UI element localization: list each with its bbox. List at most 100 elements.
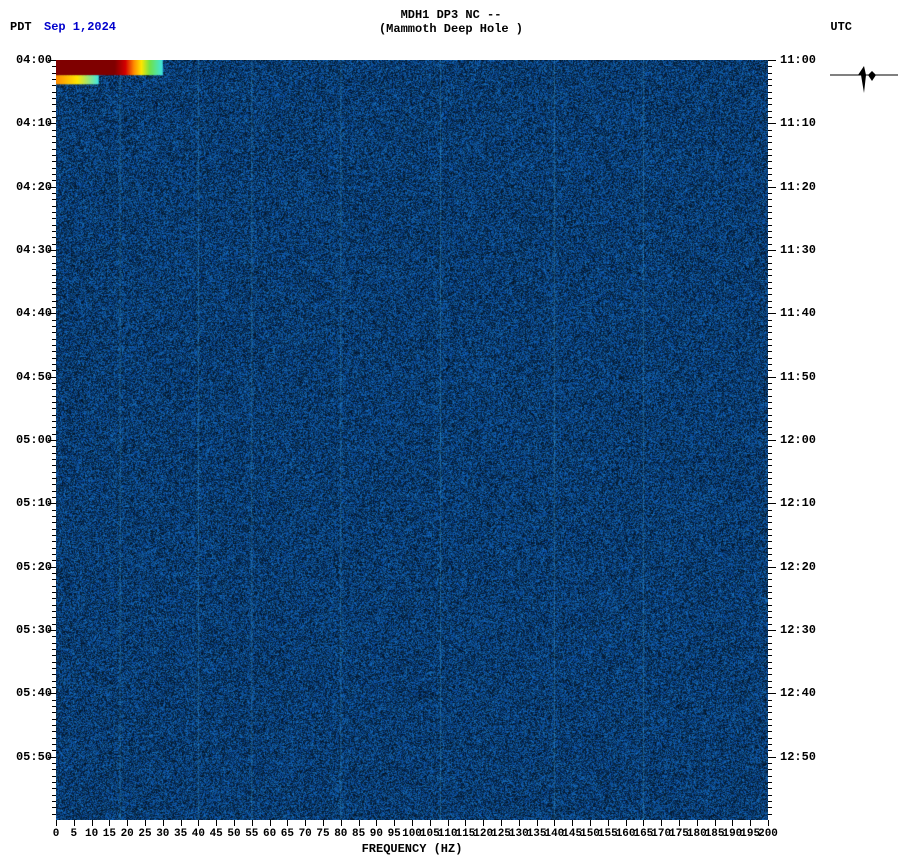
waveform-inset	[830, 60, 898, 120]
y-minor-tick	[768, 117, 772, 118]
y-minor-tick	[768, 155, 772, 156]
y-minor-tick	[768, 288, 772, 289]
y-minor-tick	[768, 706, 772, 707]
y-minor-tick	[52, 643, 56, 644]
y-minor-tick	[52, 668, 56, 669]
y-minor-tick	[52, 655, 56, 656]
x-tick-mark	[732, 820, 733, 826]
y-minor-tick	[52, 168, 56, 169]
y-minor-tick	[768, 535, 772, 536]
y-minor-tick	[768, 643, 772, 644]
y-minor-tick	[768, 465, 772, 466]
y-minor-tick	[52, 358, 56, 359]
y-minor-tick	[52, 199, 56, 200]
y-minor-tick	[768, 225, 772, 226]
y-minor-tick	[52, 383, 56, 384]
x-tick-mark	[661, 820, 662, 826]
y-major-tick	[768, 60, 776, 61]
y-tick-right: 12:00	[780, 433, 828, 447]
y-tick-left: 04:10	[4, 116, 52, 130]
y-minor-tick	[768, 136, 772, 137]
y-minor-tick	[768, 655, 772, 656]
y-minor-tick	[768, 237, 772, 238]
y-minor-tick	[52, 795, 56, 796]
y-minor-tick	[768, 782, 772, 783]
y-minor-tick	[52, 155, 56, 156]
y-minor-tick	[52, 104, 56, 105]
y-major-tick	[768, 757, 776, 758]
y-minor-tick	[768, 731, 772, 732]
x-tick-mark	[341, 820, 342, 826]
y-minor-tick	[52, 662, 56, 663]
y-minor-tick	[768, 769, 772, 770]
y-minor-tick	[52, 453, 56, 454]
y-tick-left: 05:00	[4, 433, 52, 447]
y-minor-tick	[52, 364, 56, 365]
y-minor-tick	[52, 446, 56, 447]
y-minor-tick	[768, 370, 772, 371]
y-minor-tick	[768, 522, 772, 523]
y-tick-right: 11:50	[780, 370, 828, 384]
y-minor-tick	[52, 282, 56, 283]
x-tick-label: 95	[388, 828, 401, 840]
y-minor-tick	[52, 459, 56, 460]
x-tick-mark	[359, 820, 360, 826]
y-minor-tick	[52, 326, 56, 327]
y-minor-tick	[52, 244, 56, 245]
y-minor-tick	[768, 529, 772, 530]
y-major-tick	[48, 313, 56, 314]
x-tick-mark	[590, 820, 591, 826]
x-tick-label: 60	[263, 828, 276, 840]
y-minor-tick	[52, 427, 56, 428]
y-minor-tick	[768, 161, 772, 162]
x-tick-label: 85	[352, 828, 365, 840]
y-minor-tick	[768, 453, 772, 454]
y-minor-tick	[768, 795, 772, 796]
y-major-tick	[48, 757, 56, 758]
header: PDT Sep 1,2024 MDH1 DP3 NC -- (Mammoth D…	[0, 8, 902, 40]
y-minor-tick	[768, 212, 772, 213]
y-minor-tick	[52, 801, 56, 802]
y-minor-tick	[52, 66, 56, 67]
y-minor-tick	[768, 174, 772, 175]
y-minor-tick	[52, 92, 56, 93]
y-minor-tick	[768, 130, 772, 131]
y-minor-tick	[768, 478, 772, 479]
y-tick-right: 11:20	[780, 180, 828, 194]
x-tick-label: 5	[70, 828, 77, 840]
y-tick-left: 05:30	[4, 623, 52, 637]
y-minor-tick	[52, 237, 56, 238]
y-minor-tick	[52, 111, 56, 112]
y-minor-tick	[52, 478, 56, 479]
x-tick-mark	[163, 820, 164, 826]
y-minor-tick	[52, 725, 56, 726]
x-tick-label: 200	[758, 828, 778, 840]
y-minor-tick	[52, 130, 56, 131]
x-tick-label: 80	[334, 828, 347, 840]
y-minor-tick	[52, 180, 56, 181]
x-tick-mark	[181, 820, 182, 826]
x-tick-label: 45	[210, 828, 223, 840]
y-minor-tick	[52, 573, 56, 574]
y-minor-tick	[52, 712, 56, 713]
y-minor-tick	[52, 465, 56, 466]
station-title: MDH1 DP3 NC --	[0, 8, 902, 22]
y-minor-tick	[768, 66, 772, 67]
y-minor-tick	[52, 636, 56, 637]
y-minor-tick	[52, 256, 56, 257]
y-minor-tick	[52, 142, 56, 143]
y-minor-tick	[768, 510, 772, 511]
y-minor-tick	[768, 586, 772, 587]
y-minor-tick	[52, 814, 56, 815]
y-minor-tick	[768, 332, 772, 333]
y-tick-left: 05:40	[4, 686, 52, 700]
y-minor-tick	[768, 541, 772, 542]
y-minor-tick	[52, 218, 56, 219]
x-tick-mark	[270, 820, 271, 826]
x-tick-mark	[626, 820, 627, 826]
x-tick-mark	[483, 820, 484, 826]
y-major-tick	[48, 377, 56, 378]
y-minor-tick	[768, 104, 772, 105]
y-minor-tick	[52, 529, 56, 530]
y-minor-tick	[768, 263, 772, 264]
